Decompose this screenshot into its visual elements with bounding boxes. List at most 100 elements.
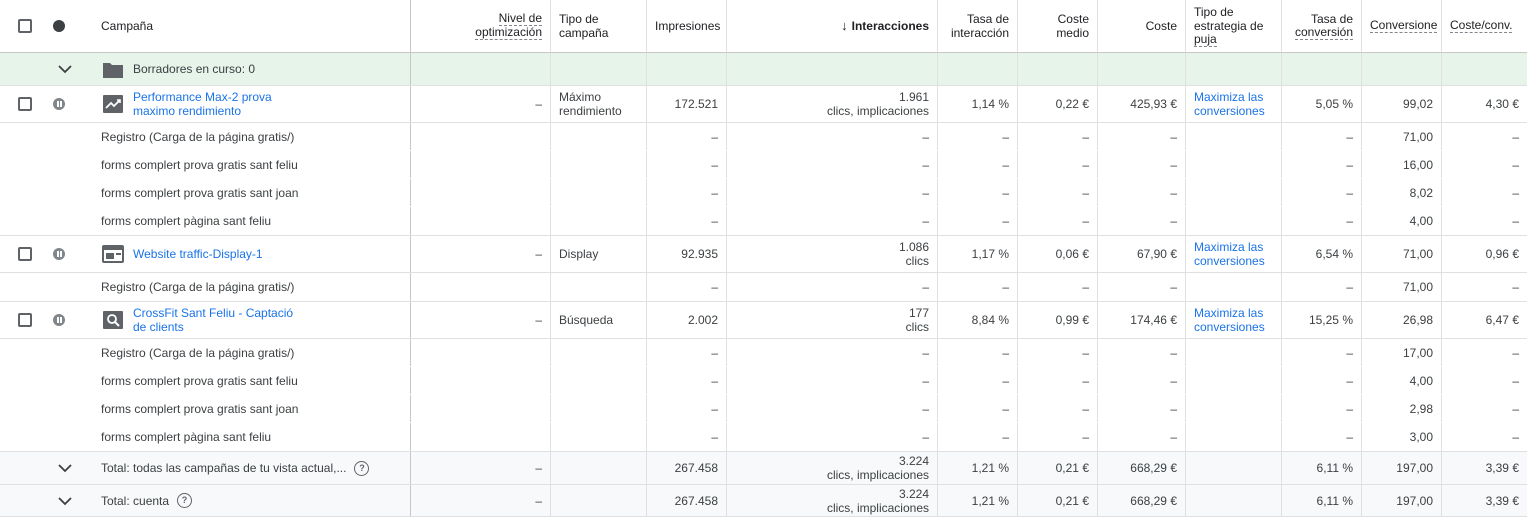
campaign-row[interactable]: Performance Max-2 prova maximo rendimient… [0, 86, 1527, 123]
action-cr-value: – [1346, 185, 1353, 200]
total-conv-cell: 197,00 [1361, 485, 1441, 516]
conversion-action-row[interactable]: forms complert prova gratis sant feliu – –… [0, 367, 1527, 394]
action-type-cell [550, 151, 646, 178]
campaign-name-line[interactable]: Website traffic-Display-1 [133, 247, 263, 261]
action-int-value: – [922, 157, 929, 172]
action-cpc-cell: – [1441, 395, 1527, 422]
campaign-row[interactable]: CrossFit Sant Feliu - Captació de clients… [0, 302, 1527, 339]
col-conversions-label: Conversione [1370, 18, 1438, 33]
action-cost-cell: – [1097, 395, 1185, 422]
col-campaign-type-label-2: campaña [559, 26, 609, 40]
action-int-value: – [922, 129, 929, 144]
campaign-bid-value-2[interactable]: conversiones [1194, 254, 1265, 268]
campaign-int-value: 177 [908, 306, 929, 320]
campaign-bid-value[interactable]: Maximiza las [1194, 90, 1264, 104]
campaign-ir-cell: 1,17 % [937, 236, 1017, 272]
paused-status-icon[interactable] [53, 314, 65, 326]
col-avg-cost[interactable]: Coste medio [1017, 0, 1097, 52]
conversion-action-row[interactable]: Registro (Carga de la página gratis/) – – –… [0, 273, 1527, 302]
help-icon[interactable]: ? [177, 493, 193, 508]
total-int-value-2: clics, implicaciones [826, 500, 929, 515]
action-int-cell: – [726, 339, 937, 366]
action-cost-cell: – [1097, 151, 1185, 178]
col-campaign[interactable]: Campaña [93, 0, 410, 52]
campaign-bid-value[interactable]: Maximiza las [1194, 240, 1264, 254]
col-impressions[interactable]: Impresiones [646, 0, 726, 52]
action-cpc-cell: – [1441, 151, 1527, 178]
action-ac-value: – [1082, 280, 1089, 294]
drafts-label-cell: Borradores en curso: 0 [125, 53, 410, 85]
action-cr-value: – [1346, 214, 1353, 228]
conversion-action-label: forms complert prova gratis sant feliu [101, 157, 298, 172]
conversion-action-row[interactable]: forms complert prova gratis sant feliu – –… [0, 151, 1527, 178]
conversion-action-row[interactable]: forms complert pàgina sant feliu – – – – – – 4,… [0, 207, 1527, 236]
campaign-name-line[interactable]: maximo rendimiento [133, 104, 242, 118]
action-cost-cell: – [1097, 273, 1185, 301]
select-all-checkbox[interactable] [18, 19, 32, 33]
campaign-cpc-cell: 6,47 € [1441, 302, 1527, 338]
campaign-row[interactable]: Website traffic-Display-1 – Display 92.935 1… [0, 236, 1527, 273]
paused-status-icon[interactable] [53, 248, 65, 260]
conversion-action-row[interactable]: Registro (Carga de la página gratis/) – – –… [0, 123, 1527, 150]
campaign-ir-cell: 1,14 % [937, 86, 1017, 122]
campaign-bid-value-2[interactable]: conversiones [1194, 320, 1265, 334]
col-campaign-type[interactable]: Tipo de campaña [550, 0, 646, 52]
campaign-name-line[interactable]: Performance Max-2 prova [133, 90, 272, 104]
campaign-imp-cell: 92.935 [646, 236, 726, 272]
conversion-action-row[interactable]: forms complert prova gratis sant joan – – –… [0, 179, 1527, 206]
campaign-name-link[interactable]: CrossFit Sant Feliu - Captació de clients [133, 302, 293, 338]
conversion-action-name: Registro (Carga de la página gratis/) [93, 339, 410, 366]
chevron-down-icon[interactable] [57, 61, 73, 77]
conversion-action-row[interactable]: forms complert prova gratis sant joan – – –… [0, 395, 1527, 422]
campaign-name-link[interactable]: Performance Max-2 prova maximo rendimient… [133, 86, 272, 122]
total-row[interactable]: Total: cuenta? – 267.458 3.224 clics, implic… [0, 485, 1527, 517]
col-conv-rate[interactable]: Tasa de conversión [1281, 0, 1361, 52]
col-interactions[interactable]: ↓ Interacciones [726, 0, 937, 52]
total-row[interactable]: Total: todas las campañas de tu vista ac… [0, 452, 1527, 485]
campaign-name-line[interactable]: CrossFit Sant Feliu - Captació [133, 306, 294, 320]
action-imp-value: – [711, 401, 718, 416]
col-optimization-label-1: Nivel de [498, 11, 542, 26]
action-imp-value: – [711, 129, 718, 144]
conversion-action-row[interactable]: forms complert pàgina sant feliu – – – – – – 3,… [0, 423, 1527, 452]
drafts-row[interactable]: Borradores en curso: 0 [0, 53, 1527, 86]
action-cpc-value: – [1512, 401, 1519, 416]
help-icon[interactable]: ? [354, 460, 370, 476]
status-dot-icon[interactable] [53, 20, 65, 32]
campaign-type-value-2: rendimiento [559, 104, 622, 118]
col-bid-strategy[interactable]: Tipo de estrategia de puja [1185, 0, 1281, 52]
conversion-action-row[interactable]: Registro (Carga de la página gratis/) – – –… [0, 339, 1527, 366]
action-cpc-cell: – [1441, 367, 1527, 394]
campaign-type-cell: Display [550, 236, 646, 272]
action-ac-value: – [1082, 129, 1089, 144]
campaign-bid-value-2[interactable]: conversiones [1194, 104, 1265, 118]
action-ir-cell: – [937, 123, 1017, 150]
col-conversions[interactable]: Conversione [1361, 0, 1441, 52]
action-imp-cell: – [646, 179, 726, 206]
campaign-bid-cell[interactable]: Maximiza las conversiones [1185, 236, 1281, 272]
chevron-down-icon[interactable] [57, 493, 73, 509]
drafts-empty [937, 53, 1017, 85]
campaign-conv-cell: 26,98 [1361, 302, 1441, 338]
col-cost-per-conv[interactable]: Coste/conv. [1441, 0, 1527, 52]
chevron-down-icon[interactable] [57, 460, 73, 476]
paused-status-icon[interactable] [53, 98, 65, 110]
col-interaction-rate[interactable]: Tasa de interacción [937, 0, 1017, 52]
campaign-bid-cell[interactable]: Maximiza las conversiones [1185, 302, 1281, 338]
action-cost-value: – [1170, 185, 1177, 200]
action-ir-value: – [1002, 430, 1009, 444]
total-opt-value: – [535, 493, 542, 508]
action-conv-value: 3,00 [1409, 430, 1433, 444]
col-optimization[interactable]: Nivel de optimización [410, 0, 550, 52]
campaign-checkbox[interactable] [18, 313, 32, 327]
campaign-name-link[interactable]: Website traffic-Display-1 [133, 236, 263, 272]
campaign-int-value: 1.961 [898, 90, 929, 104]
campaign-name-line[interactable]: de clients [133, 320, 184, 334]
campaign-checkbox[interactable] [18, 97, 32, 111]
campaign-checkbox[interactable] [18, 247, 32, 261]
col-cost[interactable]: Coste [1097, 0, 1185, 52]
campaign-bid-value[interactable]: Maximiza las [1194, 306, 1264, 320]
action-cr-value: – [1346, 430, 1353, 444]
campaign-bid-cell[interactable]: Maximiza las conversiones [1185, 86, 1281, 122]
total-cost-value: 668,29 € [1130, 461, 1177, 475]
